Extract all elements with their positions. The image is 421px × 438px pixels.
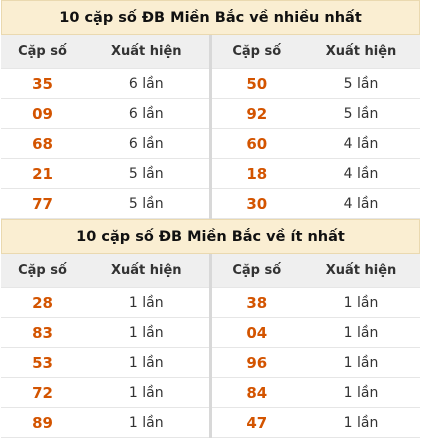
pair-number: 28 [1, 287, 84, 318]
pair-number: 60 [208, 128, 302, 159]
table-row: 53 1 lần 96 1 lần [1, 347, 420, 378]
header-frequency: Xuất hiện [302, 254, 420, 288]
header-frequency: Xuất hiện [84, 35, 210, 69]
most-frequent-title: 10 cặp số ĐB Miền Bắc về nhiều nhất [1, 0, 420, 35]
pair-frequency: 6 lần [84, 68, 210, 99]
pair-frequency: 5 lần [302, 98, 420, 129]
table-row: 68 6 lần 60 4 lần [1, 128, 420, 159]
pair-frequency: 4 lần [302, 158, 420, 189]
pair-number: 72 [1, 377, 84, 408]
pair-frequency: 1 lần [302, 317, 420, 348]
pair-frequency: 6 lần [84, 98, 210, 129]
pair-frequency: 1 lần [302, 407, 420, 438]
pair-number: 89 [1, 407, 84, 438]
pair-number: 53 [1, 347, 84, 378]
pair-number: 77 [1, 188, 84, 219]
pair-number: 04 [208, 317, 302, 348]
pair-frequency: 1 lần [84, 287, 210, 318]
header-frequency: Xuất hiện [84, 254, 210, 288]
pair-number: 50 [208, 68, 302, 99]
table-row: 28 1 lần 38 1 lần [1, 287, 420, 318]
pair-number: 38 [208, 287, 302, 318]
pair-frequency: 1 lần [302, 287, 420, 318]
most-frequent-table: Cặp số Xuất hiện Cặp số Xuất hiện 35 6 l… [1, 35, 420, 219]
header-pair: Cặp số [208, 35, 302, 69]
header-pair: Cặp số [1, 254, 84, 288]
pair-frequency: 1 lần [302, 347, 420, 378]
pair-frequency: 1 lần [84, 347, 210, 378]
pair-frequency: 4 lần [302, 188, 420, 219]
pair-frequency: 6 lần [84, 128, 210, 159]
pair-number: 47 [208, 407, 302, 438]
table-row: 77 5 lần 30 4 lần [1, 188, 420, 219]
table-row: 89 1 lần 47 1 lần [1, 407, 420, 438]
header-pair: Cặp số [208, 254, 302, 288]
pair-frequency: 5 lần [302, 68, 420, 99]
pair-frequency: 1 lần [302, 377, 420, 408]
pair-number: 92 [208, 98, 302, 129]
table-row: 72 1 lần 84 1 lần [1, 377, 420, 408]
table-row: 09 6 lần 92 5 lần [1, 98, 420, 129]
pair-frequency: 1 lần [84, 407, 210, 438]
pair-frequency: 4 lần [302, 128, 420, 159]
pair-frequency: 5 lần [84, 188, 210, 219]
header-frequency: Xuất hiện [302, 35, 420, 69]
table-row: 21 5 lần 18 4 lần [1, 158, 420, 189]
table-header-row: Cặp số Xuất hiện Cặp số Xuất hiện [1, 35, 420, 69]
table-row: 83 1 lần 04 1 lần [1, 317, 420, 348]
pair-number: 21 [1, 158, 84, 189]
pair-number: 96 [208, 347, 302, 378]
pair-number: 83 [1, 317, 84, 348]
pair-number: 09 [1, 98, 84, 129]
table-row: 35 6 lần 50 5 lần [1, 68, 420, 99]
pair-number: 68 [1, 128, 84, 159]
pair-number: 84 [208, 377, 302, 408]
header-pair: Cặp số [1, 35, 84, 69]
table-header-row: Cặp số Xuất hiện Cặp số Xuất hiện [1, 254, 420, 288]
pair-number: 18 [208, 158, 302, 189]
pair-frequency: 1 lần [84, 377, 210, 408]
pair-number: 35 [1, 68, 84, 99]
pair-frequency: 1 lần [84, 317, 210, 348]
least-frequent-title: 10 cặp số ĐB Miền Bắc về ít nhất [1, 219, 420, 254]
pair-frequency: 5 lần [84, 158, 210, 189]
pair-number: 30 [208, 188, 302, 219]
least-frequent-table: Cặp số Xuất hiện Cặp số Xuất hiện 28 1 l… [1, 254, 420, 438]
